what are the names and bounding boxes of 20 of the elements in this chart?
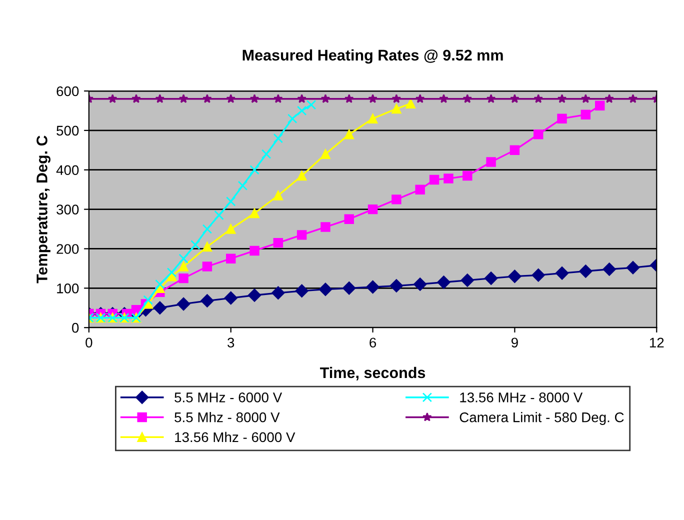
legend-label: Camera Limit - 580 Deg. C <box>460 412 624 425</box>
y-tick-label: 100 <box>57 284 79 294</box>
y-tick-label: 400 <box>56 165 79 176</box>
legend-label: 5.5 Mhz - 8000 V <box>174 412 280 422</box>
x-tick-label: 9 <box>512 338 518 348</box>
x-tick-label: 12 <box>650 338 664 348</box>
y-axis-title: Temperature, Deg. C <box>36 136 50 284</box>
x-tick-label: 0 <box>86 338 92 348</box>
legend-label: 5.5 MHz - 6000 V <box>174 392 282 402</box>
x-tick-label: 3 <box>228 338 234 348</box>
legend-label: 13.56 Mhz - 6000 V <box>175 432 296 442</box>
x-tick-label: 6 <box>370 338 376 348</box>
y-tick-label: 0 <box>72 322 79 333</box>
x-axis-title: Time, seconds <box>320 366 426 380</box>
chart-title: Measured Heating Rates @ 9.52 mm <box>242 49 503 64</box>
y-tick-label: 300 <box>56 204 79 214</box>
legend-label: 13.56 MHz - 8000 V <box>460 392 583 402</box>
y-tick-label: 500 <box>56 126 79 136</box>
y-tick-label: 600 <box>56 86 79 96</box>
y-tick-label: 200 <box>56 244 79 254</box>
